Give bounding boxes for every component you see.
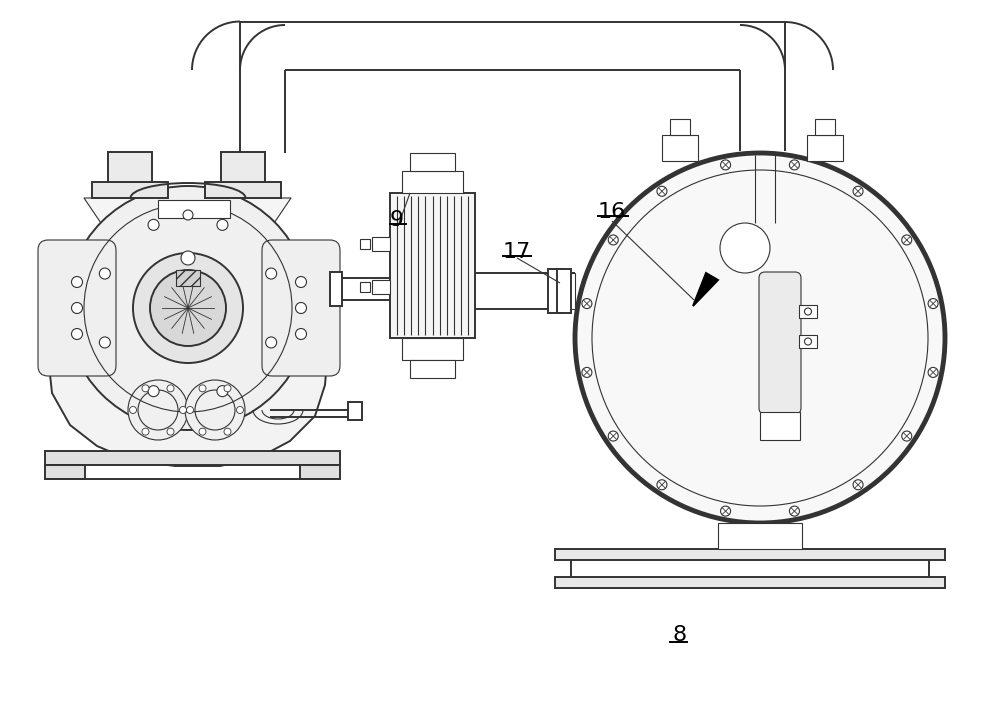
Circle shape [72, 328, 82, 339]
Bar [555, 577, 945, 588]
Bar [402, 338, 463, 360]
Bar [548, 269, 562, 313]
Circle shape [224, 428, 231, 435]
Circle shape [181, 251, 195, 265]
Circle shape [804, 338, 812, 345]
Circle shape [720, 223, 770, 273]
Bar [158, 200, 230, 218]
Circle shape [167, 428, 174, 435]
Circle shape [789, 506, 799, 516]
Bar [92, 182, 168, 198]
Circle shape [608, 235, 618, 245]
Bar [557, 269, 571, 313]
Bar [45, 451, 340, 465]
Bar [348, 402, 362, 420]
Bar [410, 153, 455, 171]
FancyBboxPatch shape [38, 240, 116, 376]
Text: 8: 8 [672, 625, 686, 645]
Circle shape [128, 380, 188, 440]
Circle shape [130, 406, 136, 414]
Polygon shape [693, 273, 718, 306]
Circle shape [928, 298, 938, 309]
Circle shape [853, 186, 863, 197]
Circle shape [789, 160, 799, 170]
Circle shape [657, 186, 667, 197]
Bar [176, 270, 200, 286]
Circle shape [217, 219, 228, 230]
Circle shape [148, 386, 159, 397]
Bar [815, 119, 835, 135]
Bar [670, 119, 690, 135]
Text: 9: 9 [390, 210, 404, 230]
Bar [372, 280, 390, 294]
Circle shape [721, 160, 731, 170]
Circle shape [72, 303, 82, 314]
Circle shape [183, 210, 193, 220]
Circle shape [296, 277, 306, 288]
Circle shape [186, 406, 194, 414]
Bar [372, 237, 390, 250]
Bar [390, 193, 475, 338]
Circle shape [266, 268, 277, 279]
Bar [662, 135, 698, 161]
Circle shape [99, 337, 110, 348]
Bar [563, 273, 575, 309]
Text: 17: 17 [503, 242, 531, 262]
Bar [718, 523, 802, 549]
Circle shape [266, 337, 277, 348]
Circle shape [180, 406, 186, 414]
Bar [402, 171, 463, 193]
Bar [360, 282, 370, 292]
Bar [330, 272, 342, 306]
Circle shape [902, 235, 912, 245]
FancyBboxPatch shape [262, 240, 340, 376]
Circle shape [99, 268, 110, 279]
Circle shape [575, 153, 945, 523]
Circle shape [608, 431, 618, 441]
Circle shape [142, 385, 149, 392]
Bar [360, 239, 370, 249]
Circle shape [133, 253, 243, 363]
Circle shape [167, 385, 174, 392]
Circle shape [296, 303, 306, 314]
Polygon shape [84, 198, 176, 266]
Bar [799, 305, 817, 318]
Circle shape [902, 431, 912, 441]
Circle shape [296, 328, 306, 339]
Circle shape [72, 277, 82, 288]
Circle shape [150, 270, 226, 346]
Circle shape [804, 308, 812, 315]
FancyBboxPatch shape [759, 272, 801, 414]
Circle shape [657, 480, 667, 490]
Circle shape [224, 385, 231, 392]
Bar [108, 152, 152, 182]
Polygon shape [199, 198, 291, 266]
Bar [205, 182, 281, 198]
Bar [760, 412, 800, 440]
Circle shape [148, 219, 159, 230]
Circle shape [142, 428, 149, 435]
Text: 16: 16 [598, 202, 626, 222]
Circle shape [853, 480, 863, 490]
Bar [300, 465, 340, 479]
Circle shape [185, 380, 245, 440]
Bar [799, 335, 817, 348]
Circle shape [237, 406, 244, 414]
Circle shape [66, 186, 310, 430]
Bar [410, 360, 455, 378]
Circle shape [199, 385, 206, 392]
Bar [555, 549, 945, 560]
Polygon shape [47, 238, 328, 466]
Circle shape [582, 368, 592, 377]
Circle shape [582, 298, 592, 309]
Bar [221, 152, 265, 182]
Circle shape [217, 386, 228, 397]
Circle shape [199, 428, 206, 435]
Bar [45, 465, 85, 479]
Bar [807, 135, 843, 161]
Circle shape [928, 368, 938, 377]
Circle shape [721, 506, 731, 516]
